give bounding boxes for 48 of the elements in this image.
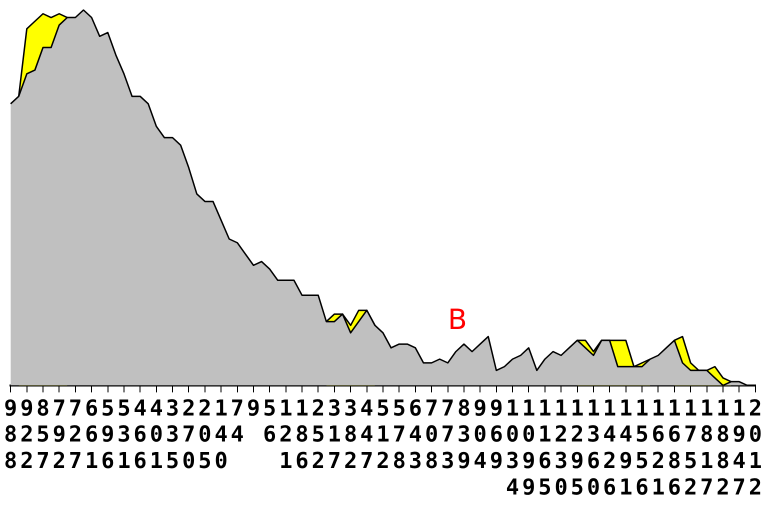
x-tick-label: 1165: [538, 396, 552, 501]
x-tick-label: 708: [424, 396, 438, 474]
x-tick-label: 56: [263, 396, 276, 448]
x-tick-label: 1230: [554, 396, 568, 501]
x-tick-label: 1034: [506, 396, 520, 501]
x-tick-label: 1947: [732, 396, 746, 501]
x-tick-label: 121: [279, 396, 292, 474]
x-tick-label: 922: [20, 396, 34, 474]
x-tick-label: 1491: [619, 396, 632, 501]
x-tick-label: 661: [84, 396, 98, 474]
x-tick-label: 857: [36, 396, 50, 474]
x-tick-label: 447: [360, 396, 374, 474]
x-tick-label: 839: [457, 396, 471, 474]
x-tick-label: 578: [392, 396, 406, 474]
x-tick-label: 643: [408, 396, 422, 474]
x-tick-label: 1556: [635, 396, 649, 501]
x-tick-label: 401: [150, 396, 163, 474]
x-tick-label: 1621: [652, 396, 665, 501]
x-tick-label: 335: [166, 396, 180, 474]
x-tick-label: 969: [490, 396, 503, 474]
x-tick-label: 531: [117, 396, 131, 474]
x-tick-label: 1686: [668, 396, 682, 501]
x-tick-label: 317: [328, 396, 342, 474]
x-tick-label: 2012: [748, 396, 762, 501]
x-tick-label: 1752: [684, 396, 698, 501]
x-tick-label: 252: [312, 396, 325, 474]
annotation: B: [448, 303, 468, 336]
x-tick-label: 988: [4, 396, 18, 474]
x-tick-label: 74: [230, 396, 244, 448]
x-tick-label: 512: [376, 396, 390, 474]
x-tick-label: 1295: [570, 396, 584, 501]
x-tick-label: 792: [52, 396, 66, 474]
x-tick-label: 1360: [586, 396, 600, 501]
x-tick-label: 727: [68, 396, 82, 474]
x-tick-label: 1817: [700, 396, 714, 501]
x-tick-label: 1099: [522, 396, 536, 501]
x-tick-label: 904: [474, 396, 487, 474]
x-tick-label: 9: [246, 396, 260, 422]
x-tick-label: 205: [198, 396, 212, 474]
x-tick-label: 140: [214, 396, 228, 474]
x-tick-label: 1426: [603, 396, 616, 501]
x-tick-label: 773: [441, 396, 454, 474]
x-tick-label: 382: [344, 396, 358, 474]
x-tick-label: 186: [295, 396, 309, 474]
x-tick-label: 1882: [716, 396, 730, 501]
x-tick-label: 466: [134, 396, 147, 474]
x-tick-label: 270: [182, 396, 196, 474]
x-tick-label: 596: [101, 396, 114, 474]
